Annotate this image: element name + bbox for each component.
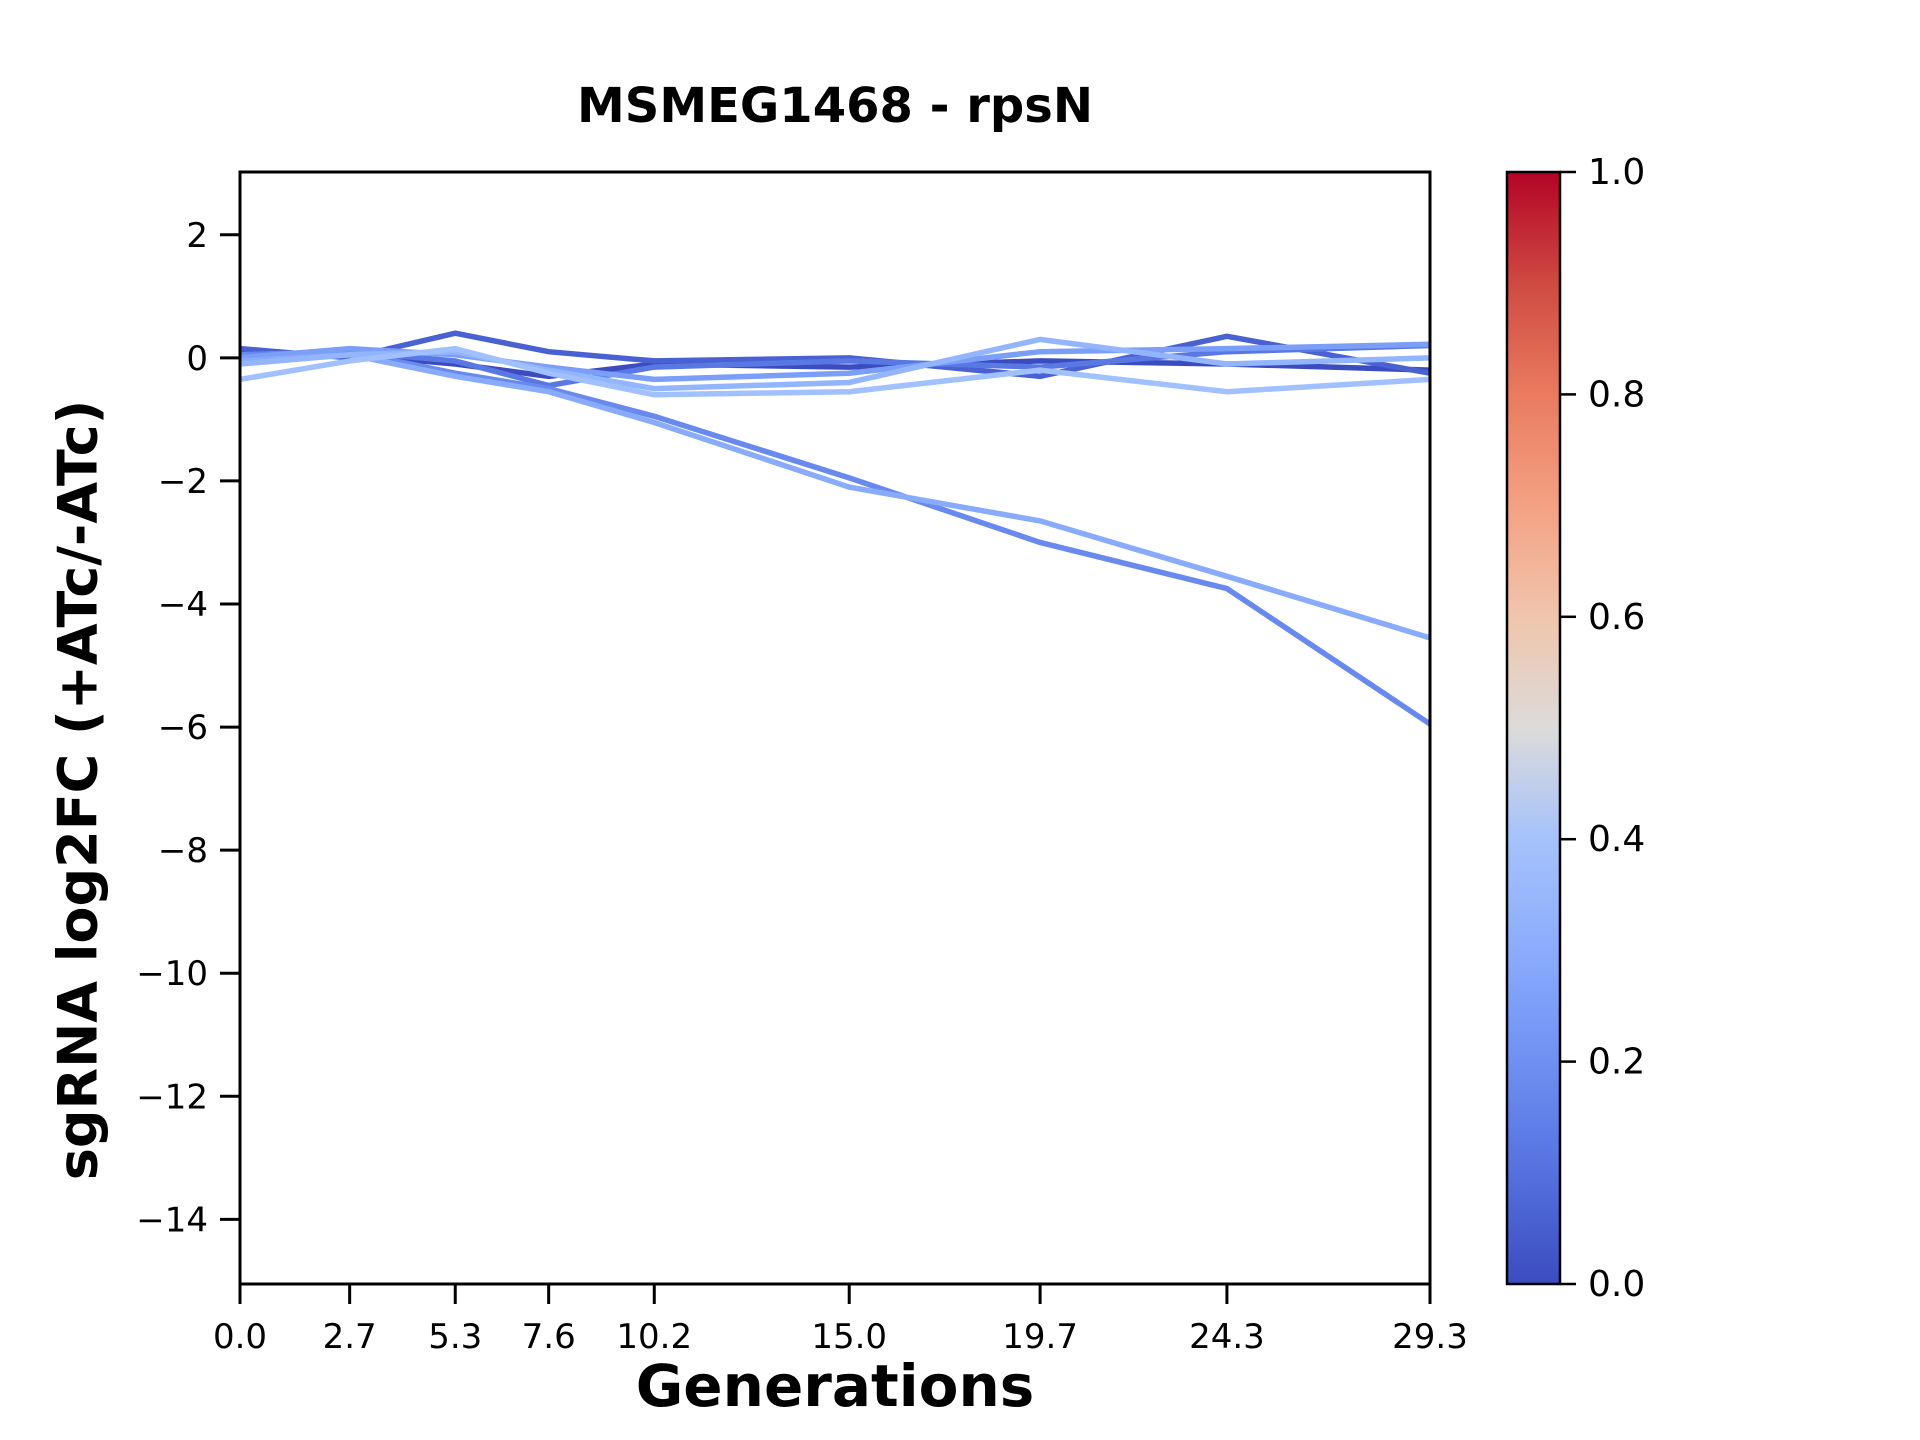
y-tick-label: −8	[158, 831, 208, 871]
x-tick-label: 5.3	[428, 1317, 482, 1357]
series-line-line-8	[239, 345, 1431, 398]
x-axis-label: Generations	[635, 1352, 1035, 1420]
series-line-line-4	[239, 348, 1432, 727]
y-tick-label: −4	[158, 585, 208, 625]
colorbar-gradient	[1505, 170, 1562, 1286]
series-line-line-6	[239, 352, 1431, 641]
x-tick-label: 7.6	[522, 1317, 576, 1357]
x-tick-label: 0.0	[213, 1317, 267, 1357]
y-tick-label: 0	[186, 339, 208, 379]
series-line-line-7	[239, 336, 1431, 392]
colorbar-tick-label: 0.6	[1588, 597, 1645, 638]
x-tick-label: 2.7	[323, 1317, 377, 1357]
y-tick-label: −14	[136, 1200, 208, 1240]
colorbar-tick-label: 0.4	[1588, 819, 1645, 860]
y-tick-label: −12	[136, 1077, 208, 1117]
x-tick-label: 10.2	[616, 1317, 692, 1357]
y-tick-label: −10	[136, 954, 208, 994]
y-tick-label: −2	[158, 462, 208, 502]
colorbar-tick-label: 0.8	[1588, 374, 1645, 415]
x-tick-label: 24.3	[1189, 1317, 1265, 1357]
colorbar-tick-label: 0.0	[1588, 1264, 1645, 1305]
series-line-line-5	[239, 341, 1431, 383]
colorbar-tick-label: 1.0	[1588, 152, 1645, 193]
x-tick-label: 19.7	[1002, 1317, 1078, 1357]
chart-title: MSMEG1468 - rpsN	[577, 78, 1093, 134]
x-tick-label: 15.0	[811, 1317, 887, 1357]
x-tick-label: 29.3	[1392, 1317, 1468, 1357]
y-tick-label: 2	[186, 216, 208, 256]
colorbar-tick-label: 0.2	[1588, 1042, 1645, 1083]
y-tick-label: −6	[158, 708, 208, 748]
